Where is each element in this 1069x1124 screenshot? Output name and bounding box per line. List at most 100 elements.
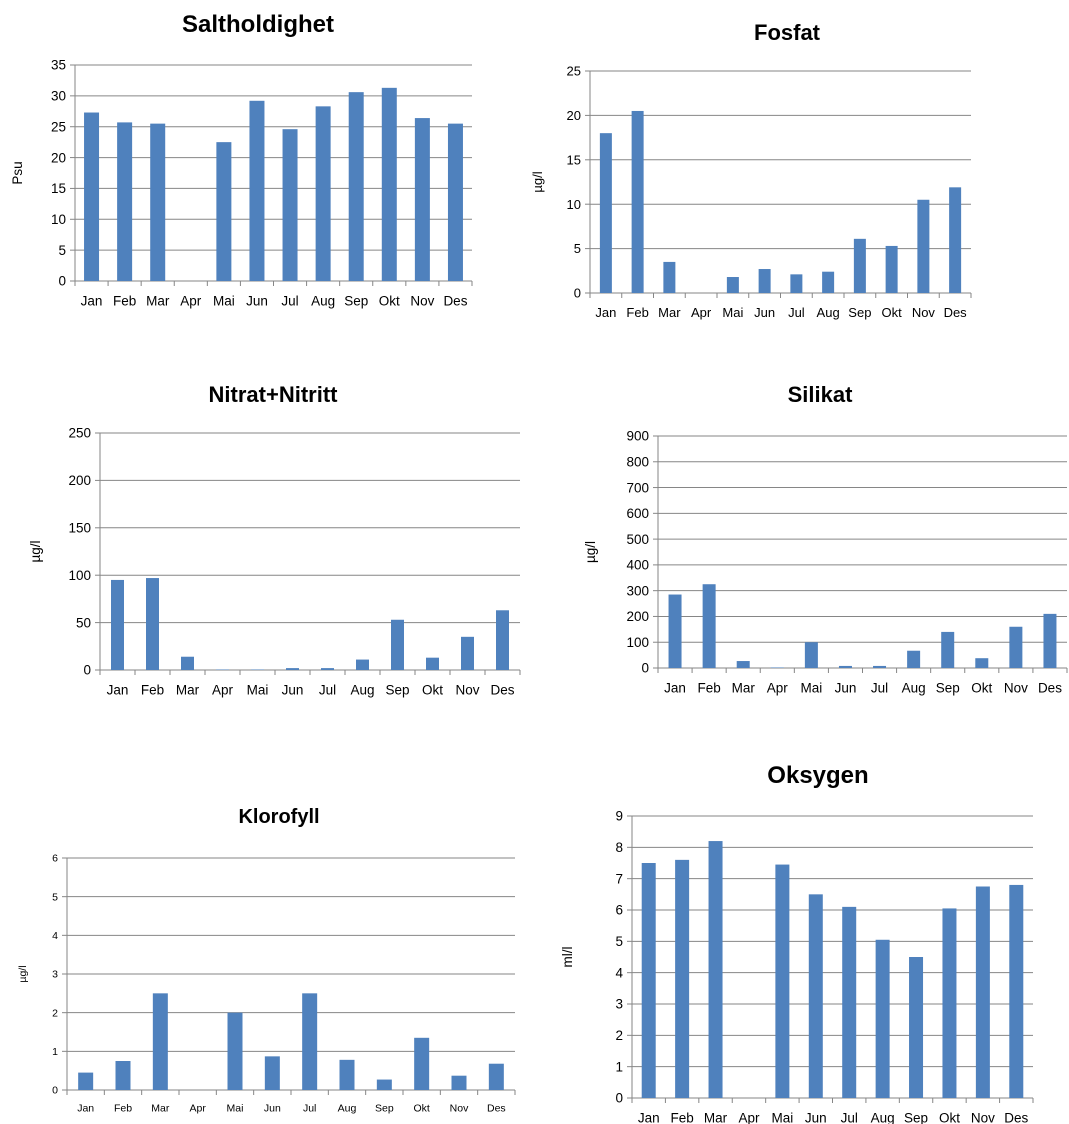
x-tick-label: Jul (788, 305, 805, 320)
x-tick-label: Feb (141, 683, 164, 698)
x-tick-label: Sep (848, 305, 871, 320)
bar-jun (286, 668, 299, 670)
x-tick-label: Jan (664, 681, 686, 696)
x-tick-label: Okt (379, 294, 400, 309)
x-tick-label: Jul (871, 681, 888, 696)
bar-jun (808, 894, 823, 1098)
y-tick-label: 300 (626, 583, 649, 598)
x-tick-label: Sep (344, 294, 368, 309)
x-tick-label: Feb (113, 294, 136, 309)
bar-mai (216, 142, 232, 281)
y-tick-label: 400 (626, 558, 649, 573)
bar-mar (150, 123, 166, 281)
x-tick-label: Jan (77, 1103, 94, 1115)
y-tick-label: 5 (58, 243, 66, 258)
x-tick-label: Des (1038, 681, 1062, 696)
bar-okt (942, 908, 957, 1098)
y-tick-label: 900 (626, 429, 649, 444)
x-tick-label: Jan (638, 1111, 660, 1124)
bar-okt (885, 245, 898, 293)
x-tick-label: Okt (971, 681, 992, 696)
x-tick-label: Jun (246, 294, 268, 309)
x-tick-label: Mar (658, 305, 681, 320)
y-tick-label: 2 (52, 1007, 58, 1019)
y-tick-label: 20 (51, 150, 66, 165)
x-tick-label: Des (1004, 1111, 1028, 1124)
bar-nov (917, 199, 930, 293)
chart-title: Oksygen (767, 762, 868, 789)
bar-feb (631, 110, 644, 294)
y-tick-label: 35 (51, 58, 66, 73)
bar-mai (227, 1012, 243, 1090)
bar-des (496, 610, 509, 670)
bar-nov (451, 1075, 467, 1090)
bar-jun (838, 665, 852, 668)
bar-mar (181, 656, 194, 670)
chart-title: Saltholdighet (182, 11, 334, 38)
y-tick-label: 5 (615, 934, 623, 949)
bar-nov (1009, 626, 1023, 668)
bar-okt (381, 87, 397, 281)
x-tick-label: Nov (410, 294, 434, 309)
x-tick-label: Nov (455, 683, 479, 698)
bar-sep (376, 1079, 392, 1090)
y-axis-label: µg/l (583, 541, 598, 563)
bar-jul (873, 665, 887, 668)
x-tick-label: Sep (936, 681, 960, 696)
bar-des (949, 187, 962, 293)
x-tick-label: Mar (146, 294, 170, 309)
bar-sep (391, 619, 404, 670)
x-tick-label: Feb (670, 1111, 693, 1124)
y-tick-label: 1 (615, 1059, 623, 1074)
chart-silikat: Silikat 0 100 200 300 400 500 600 700 800 900 µg/l J… (540, 360, 1069, 720)
bar-mar (152, 993, 168, 1090)
bar-jul (321, 668, 334, 670)
x-tick-label: Jul (319, 683, 336, 698)
chart-svg: Saltholdighet 0 5 10 15 20 25 30 35 Psu Jan Feb Mar A… (10, 11, 473, 309)
y-tick-label: 500 (626, 532, 649, 547)
y-tick-label: 150 (68, 521, 91, 536)
bar-apr (770, 667, 784, 668)
bar-aug (339, 1059, 355, 1090)
y-tick-label: 0 (574, 286, 581, 301)
bar-des (1009, 884, 1024, 1098)
y-axis-label: ml/l (560, 947, 575, 968)
y-tick-label: 250 (68, 426, 91, 441)
x-tick-label: Jul (841, 1111, 858, 1124)
bar-mar (663, 261, 676, 293)
y-tick-label: 0 (641, 661, 649, 676)
y-tick-label: 3 (615, 997, 623, 1012)
bar-nov (975, 886, 990, 1098)
chart-title: Nitrat+Nitritt (209, 382, 339, 407)
bar-aug (907, 650, 921, 668)
bar-jan (668, 594, 682, 668)
x-tick-label: Aug (871, 1111, 895, 1124)
bar-aug (315, 106, 331, 281)
chart-svg: Fosfat 0 5 10 15 20 25 µg/l Jan Feb Mar Apr Mai Jun Ju… (530, 20, 972, 320)
chart-title: Silikat (788, 382, 853, 407)
bar-okt (975, 658, 989, 668)
x-tick-label: Jun (282, 683, 304, 698)
x-tick-label: Feb (114, 1103, 132, 1115)
y-tick-label: 7 (615, 871, 623, 886)
bar-sep (909, 957, 924, 1098)
bar-sep (941, 631, 955, 668)
chart-title: Klorofyll (238, 806, 319, 828)
x-tick-label: Aug (350, 683, 374, 698)
x-tick-label: Mai (247, 683, 269, 698)
bar-jan (78, 1072, 94, 1090)
y-tick-label: 700 (626, 480, 649, 495)
y-tick-label: 200 (68, 473, 91, 488)
x-tick-label: Nov (450, 1103, 469, 1115)
bar-aug (822, 271, 835, 293)
bar-jan (111, 579, 124, 670)
bar-feb (146, 578, 159, 670)
x-tick-label: Apr (189, 1103, 206, 1115)
x-tick-label: Mai (771, 1111, 793, 1124)
bar-jan (599, 133, 612, 293)
chart-svg: Nitrat+Nitritt 0 50 100 150 200 250 µg/l Jan Feb M… (28, 382, 521, 698)
y-tick-label: 20 (567, 108, 581, 123)
x-tick-label: Apr (738, 1111, 760, 1124)
y-axis-label: µg/l (28, 540, 43, 562)
x-tick-label: Aug (338, 1103, 357, 1115)
